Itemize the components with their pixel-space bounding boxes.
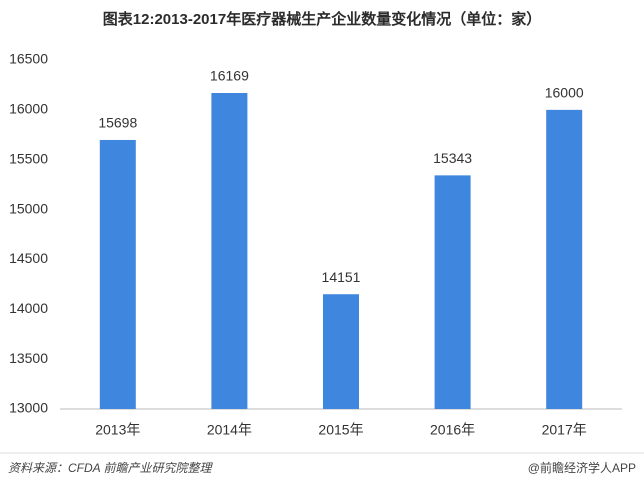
bar bbox=[211, 93, 248, 409]
value-label: 16169 bbox=[210, 68, 249, 84]
x-tick-label: 2015年 bbox=[318, 422, 363, 438]
value-label: 16000 bbox=[545, 85, 584, 101]
x-tick-label: 2013年 bbox=[95, 422, 140, 438]
y-tick-label: 16500 bbox=[9, 51, 48, 67]
y-tick-label: 14000 bbox=[9, 300, 48, 316]
bar bbox=[323, 294, 359, 409]
source-note: 资料来源：CFDA 前瞻产业研究院整理 bbox=[8, 461, 214, 475]
credit: @前瞻经济学人APP bbox=[528, 460, 636, 475]
value-label: 14151 bbox=[322, 269, 361, 285]
bar bbox=[434, 175, 471, 409]
y-tick-label: 14500 bbox=[9, 250, 48, 266]
y-tick-label: 13500 bbox=[9, 350, 48, 366]
chart-title: 图表12:2013-2017年医疗器械生产企业数量变化情况（单位：家） bbox=[103, 10, 541, 28]
y-tick-label: 16000 bbox=[9, 101, 48, 117]
x-tick-label: 2017年 bbox=[542, 422, 587, 438]
value-label: 15698 bbox=[98, 115, 137, 131]
y-tick-label: 13000 bbox=[9, 400, 48, 416]
x-tick-label: 2016年 bbox=[430, 422, 475, 438]
y-tick-label: 15000 bbox=[9, 200, 48, 216]
y-tick-label: 15500 bbox=[9, 150, 48, 166]
value-label: 15343 bbox=[433, 150, 472, 166]
x-tick-label: 2014年 bbox=[207, 422, 252, 438]
bar bbox=[546, 109, 583, 409]
bar bbox=[99, 139, 136, 409]
